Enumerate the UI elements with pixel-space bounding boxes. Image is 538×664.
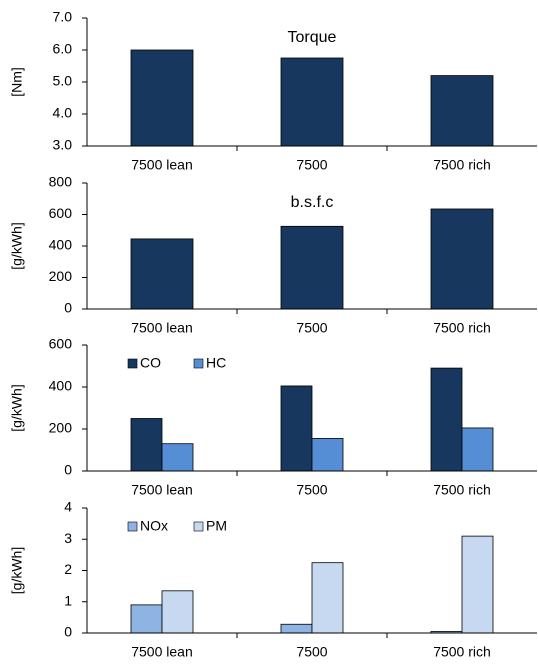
y-tick-label: 5.0 bbox=[53, 73, 73, 89]
x-tick-label: 7500 bbox=[296, 157, 327, 173]
bar bbox=[280, 57, 344, 147]
bar bbox=[161, 590, 194, 634]
y-tick-label: 7.0 bbox=[53, 9, 73, 25]
y-tick-label: 400 bbox=[49, 237, 73, 253]
chart-title: b.s.f.c bbox=[291, 194, 334, 211]
bar bbox=[130, 238, 194, 310]
x-tick-label: 7500 bbox=[296, 644, 327, 660]
x-tick-label: 7500 lean bbox=[131, 644, 193, 660]
legend-swatch bbox=[193, 358, 204, 369]
y-tick-label: 3.0 bbox=[53, 137, 73, 153]
y-tick-label: 4 bbox=[64, 499, 72, 515]
bar bbox=[311, 562, 344, 634]
y-tick-label: 600 bbox=[49, 205, 73, 221]
bar bbox=[311, 438, 344, 472]
x-tick-label: 7500 rich bbox=[433, 644, 491, 660]
y-axis-label: [g/kWh] bbox=[9, 547, 25, 594]
y-tick-label: 1 bbox=[64, 592, 72, 608]
bar bbox=[280, 385, 313, 472]
y-axis-label: [Nm] bbox=[9, 67, 25, 97]
y-tick-label: 6.0 bbox=[53, 41, 73, 57]
legend-swatch bbox=[127, 521, 138, 532]
x-tick-label: 7500 rich bbox=[433, 482, 491, 498]
bar bbox=[280, 225, 344, 310]
legend-label: NOx bbox=[140, 518, 168, 534]
bar bbox=[161, 443, 194, 472]
legend-label: CO bbox=[140, 355, 161, 371]
x-tick-label: 7500 bbox=[296, 320, 327, 336]
x-tick-label: 7500 lean bbox=[131, 482, 193, 498]
y-tick-label: 800 bbox=[49, 174, 73, 190]
x-tick-label: 7500 lean bbox=[131, 157, 193, 173]
y-tick-label: 3 bbox=[64, 530, 72, 546]
bar bbox=[130, 604, 163, 634]
bar bbox=[461, 427, 494, 472]
bar bbox=[430, 367, 463, 472]
y-tick-label: 2 bbox=[64, 561, 72, 577]
chart-title: Torque bbox=[288, 29, 337, 46]
bar bbox=[280, 623, 313, 634]
bar bbox=[430, 208, 494, 310]
x-tick-label: 7500 bbox=[296, 482, 327, 498]
bar bbox=[461, 535, 494, 634]
y-tick-label: 400 bbox=[49, 378, 73, 394]
y-axis-label: [g/kWh] bbox=[9, 222, 25, 269]
x-tick-label: 7500 rich bbox=[433, 320, 491, 336]
bar bbox=[430, 75, 494, 147]
bar bbox=[130, 49, 194, 147]
y-axis-label: [g/kWh] bbox=[9, 384, 25, 431]
y-tick-label: 4.0 bbox=[53, 105, 73, 121]
legend-label: HC bbox=[206, 355, 226, 371]
y-tick-label: 200 bbox=[49, 420, 73, 436]
y-tick-label: 0 bbox=[64, 462, 72, 478]
y-tick-label: 600 bbox=[49, 336, 73, 352]
bar bbox=[130, 418, 163, 472]
x-tick-label: 7500 lean bbox=[131, 320, 193, 336]
legend-label: PM bbox=[206, 518, 227, 534]
y-tick-label: 0 bbox=[64, 300, 72, 316]
y-tick-label: 200 bbox=[49, 268, 73, 284]
legend-swatch bbox=[193, 521, 204, 532]
x-tick-label: 7500 rich bbox=[433, 157, 491, 173]
y-tick-label: 0 bbox=[64, 624, 72, 640]
legend-swatch bbox=[127, 358, 138, 369]
